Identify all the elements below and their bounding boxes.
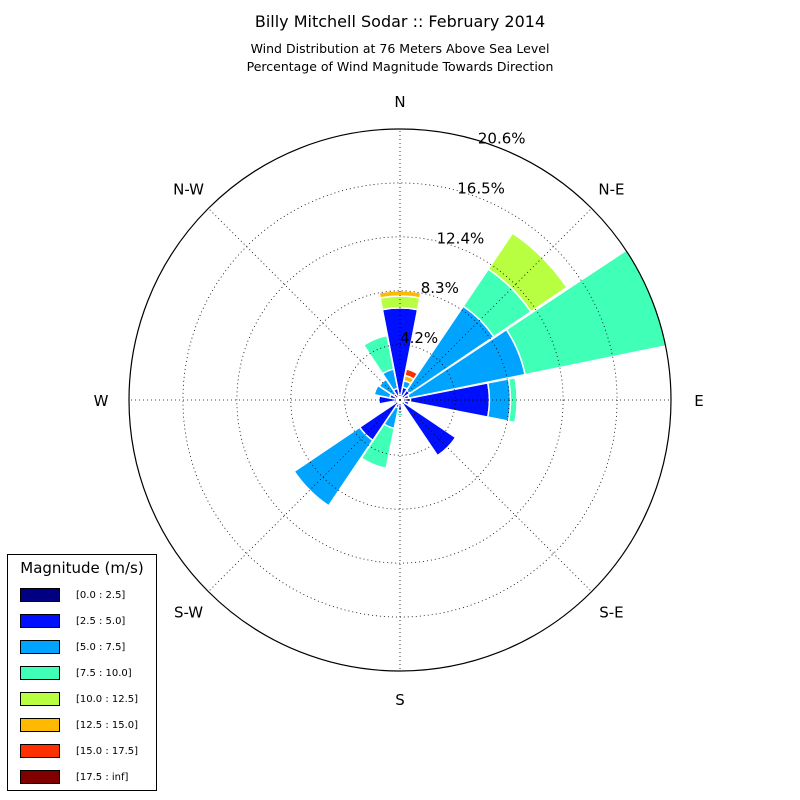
bar-0deg-bin-5 — [378, 290, 422, 299]
bar-67.5deg-bin-3 — [505, 248, 668, 376]
legend-item-2: [5.0 : 7.5] — [20, 639, 125, 655]
bar-225deg-bin-2 — [293, 426, 374, 507]
direction-label-s-w: S-W — [174, 603, 203, 621]
legend-label-2: [5.0 : 7.5] — [76, 641, 126, 653]
radial-tick-label-0: 4.2% — [400, 329, 438, 347]
ring-0 — [344, 344, 456, 456]
legend-item-5: [12.5 : 15.0] — [20, 717, 138, 733]
radial-tick-label-3: 16.5% — [457, 179, 505, 197]
legend-item-3: [7.5 : 10.0] — [20, 665, 132, 681]
ring-2 — [236, 236, 564, 564]
legend-label-0: [0.0 : 2.5] — [76, 589, 126, 601]
radial-tick-label-2: 12.4% — [437, 229, 485, 247]
bar-135deg-bin-1 — [401, 401, 457, 457]
direction-label-w: W — [94, 392, 109, 410]
legend: Magnitude (m/s) [0.0 : 2.5] [2.5 : 5.0] [5… — [7, 554, 157, 791]
ring-3 — [182, 182, 618, 618]
wind-rose-grid — [128, 128, 672, 672]
outer-ring — [128, 128, 672, 672]
legend-item-4: [10.0 : 12.5] — [20, 691, 138, 707]
chart-subtitle-line1: Wind Distribution at 76 Meters Above Sea… — [250, 41, 550, 56]
legend-swatch-3 — [20, 666, 60, 680]
direction-label-s-e: S-E — [599, 603, 623, 621]
legend-item-7: [17.5 : inf] — [20, 769, 128, 785]
legend-label-1: [2.5 : 5.0] — [76, 615, 126, 627]
legend-label-7: [17.5 : inf] — [76, 771, 129, 783]
legend-item-0: [0.0 : 2.5] — [20, 587, 125, 603]
direction-label-n: N — [394, 93, 405, 111]
bar-90deg-bin-2 — [486, 378, 512, 422]
legend-swatch-5 — [20, 718, 60, 732]
chart-subtitle-line2: Percentage of Wind Magnitude Towards Dir… — [246, 59, 554, 74]
legend-item-6: [15.0 : 17.5] — [20, 743, 138, 759]
legend-label-3: [7.5 : 10.0] — [76, 667, 132, 679]
direction-label-e: E — [694, 392, 703, 410]
legend-label-6: [15.0 : 17.5] — [76, 745, 139, 757]
legend-swatch-1 — [20, 614, 60, 628]
wind-rose-bars — [293, 232, 668, 507]
radial-tick-label-1: 8.3% — [421, 279, 459, 297]
legend-label-4: [10.0 : 12.5] — [76, 693, 139, 705]
legend-swatch-7 — [20, 770, 60, 784]
legend-label-5: [12.5 : 15.0] — [76, 719, 139, 731]
bar-337.5deg-bin-3 — [362, 334, 395, 375]
spoke-315deg — [208, 208, 401, 401]
spoke-135deg — [399, 399, 592, 592]
spoke-225deg — [208, 399, 401, 592]
legend-swatch-2 — [20, 640, 60, 654]
legend-title: Magnitude (m/s) — [20, 559, 144, 577]
direction-label-s: S — [395, 691, 405, 709]
direction-label-n-e: N-E — [598, 181, 624, 199]
legend-swatch-6 — [20, 744, 60, 758]
ring-1 — [290, 290, 510, 510]
radial-tick-label-4: 20.6% — [478, 130, 526, 148]
legend-item-1: [2.5 : 5.0] — [20, 613, 125, 629]
chart-title: Billy Mitchell Sodar :: February 2014 — [254, 12, 546, 31]
legend-swatch-4 — [20, 692, 60, 706]
direction-label-n-w: N-W — [173, 181, 204, 199]
legend-swatch-0 — [20, 588, 60, 602]
wind-rose-labels: 4.2% 8.3% 12.4% 16.5% 20.6% N N-E E S-E S S-W W N-W — [94, 93, 704, 709]
